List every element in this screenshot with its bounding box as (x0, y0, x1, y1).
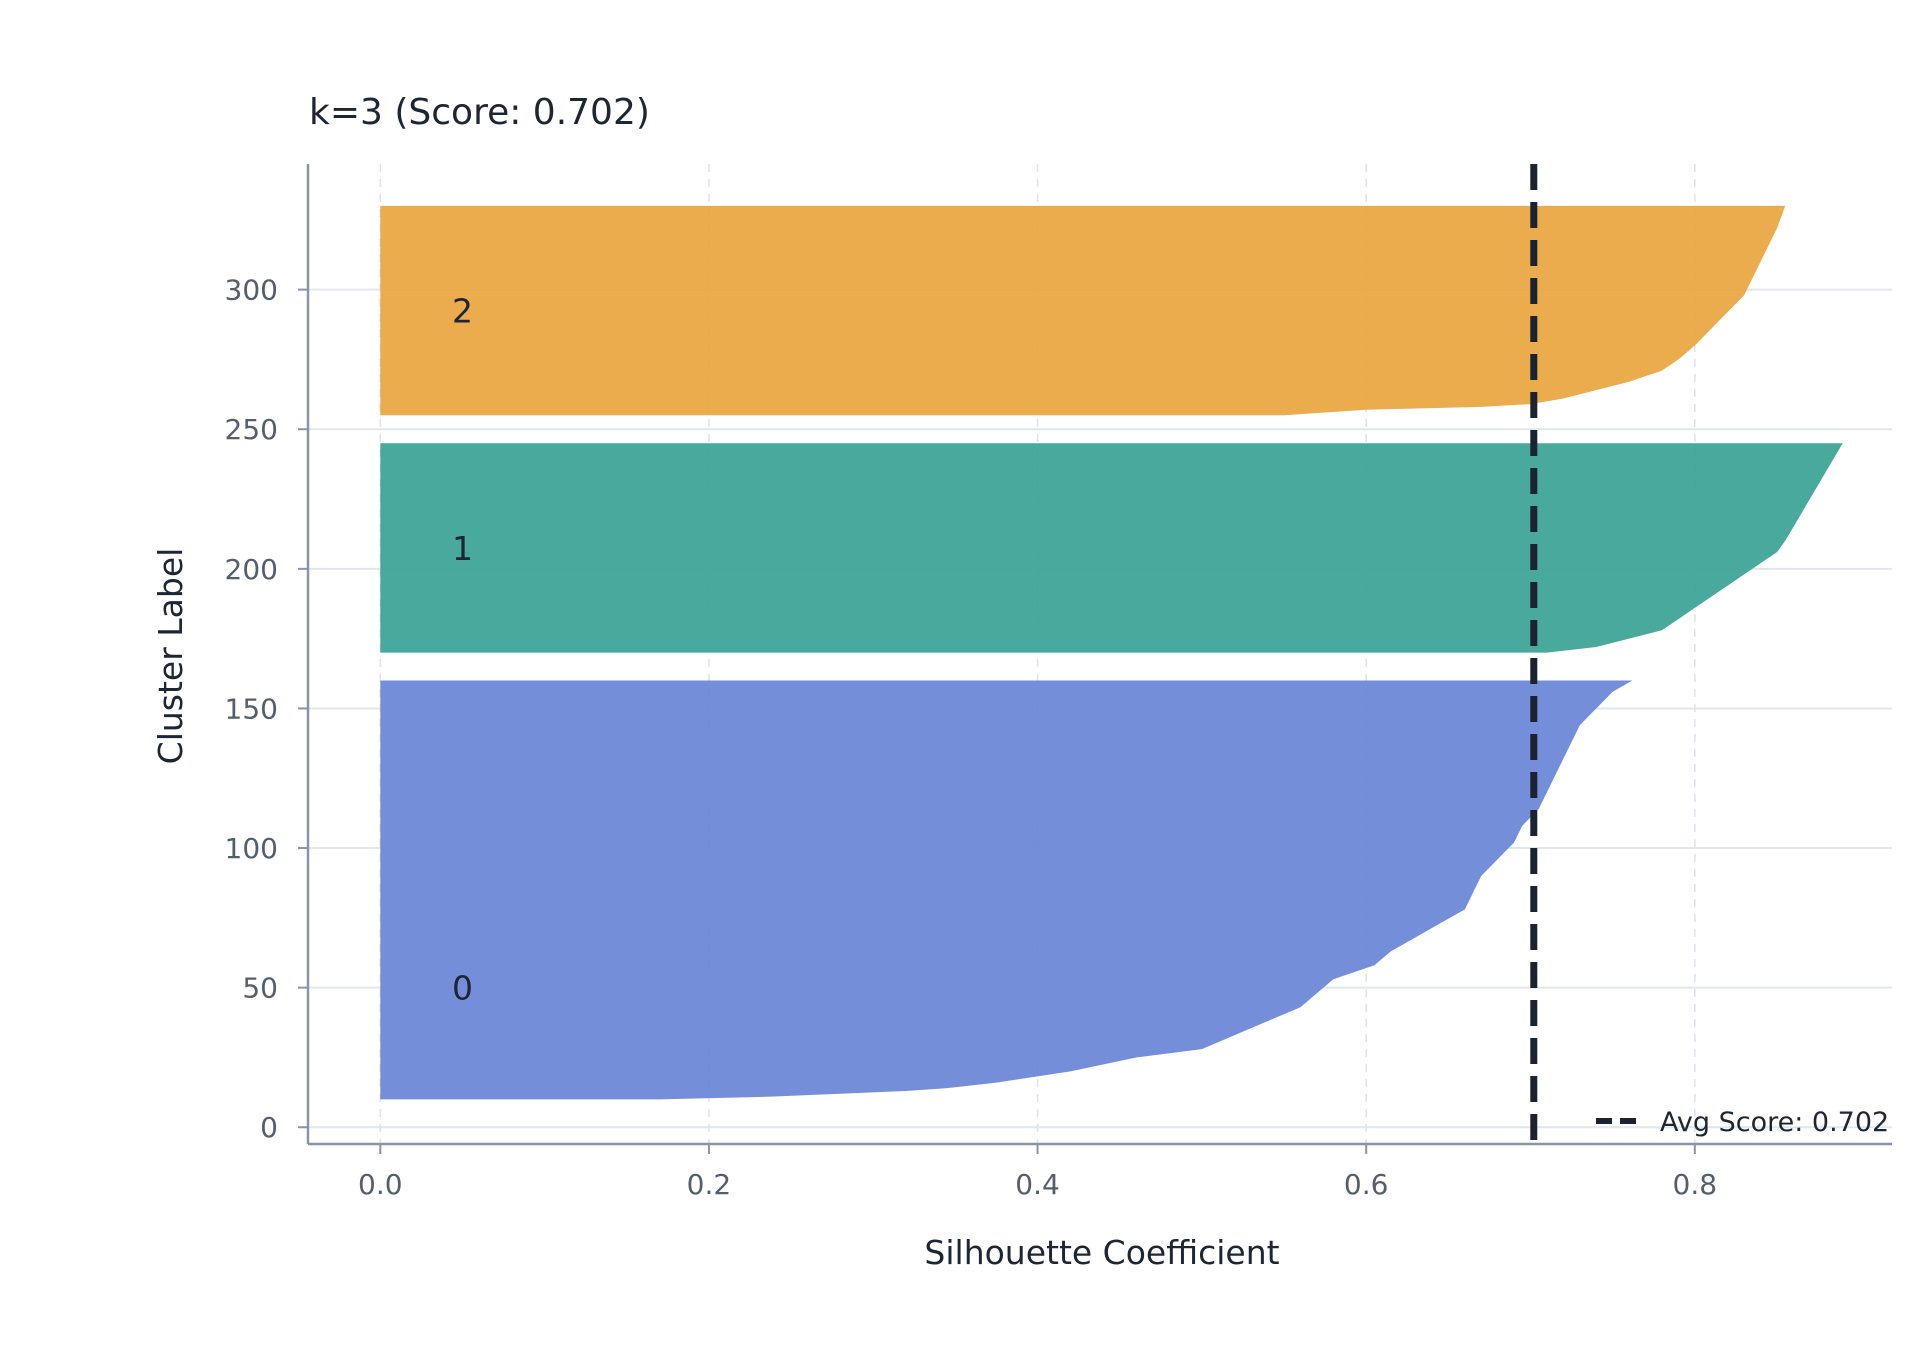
y-tick-label-3: 150 (225, 692, 278, 725)
cluster-labels: 0 1 2 (452, 292, 473, 1008)
axes (306, 164, 1892, 1146)
cluster-2-silhouette (380, 205, 1786, 416)
y-tick-label-1: 50 (242, 972, 278, 1005)
y-tick-label-0: 0 (260, 1111, 278, 1144)
x-tick-label-2: 0.4 (1015, 1168, 1060, 1201)
y-tick-label-2: 100 (225, 832, 278, 865)
legend-label-avg-score: Avg Score: 0.702 (1660, 1107, 1889, 1138)
y-tick-label-6: 300 (225, 274, 278, 307)
x-tick-label-1: 0.2 (687, 1168, 732, 1201)
x-axis-title: Silhouette Coefficient (924, 1233, 1279, 1272)
y-tick-label-5: 250 (225, 413, 278, 446)
tick-labels: 0.0 0.2 0.4 0.6 0.8 0 50 100 150 200 250 300 (225, 274, 1718, 1201)
cluster-1-silhouette (380, 443, 1843, 653)
x-tick-label-4: 0.8 (1673, 1168, 1718, 1201)
cluster-label-1: 1 (452, 529, 473, 568)
y-tick-label-4: 200 (225, 553, 278, 586)
legend: Avg Score: 0.702 (1596, 1107, 1889, 1138)
x-tick-label-0: 0.0 (358, 1168, 403, 1201)
cluster-label-0: 0 (452, 969, 473, 1008)
cluster-label-2: 2 (452, 292, 473, 331)
y-axis-title: Cluster Label (151, 548, 190, 765)
cluster-silhouettes (380, 205, 1843, 1100)
cluster-0-silhouette (380, 680, 1633, 1100)
chart-title: k=3 (Score: 0.702) (309, 92, 650, 133)
x-tick-label-3: 0.6 (1344, 1168, 1389, 1201)
